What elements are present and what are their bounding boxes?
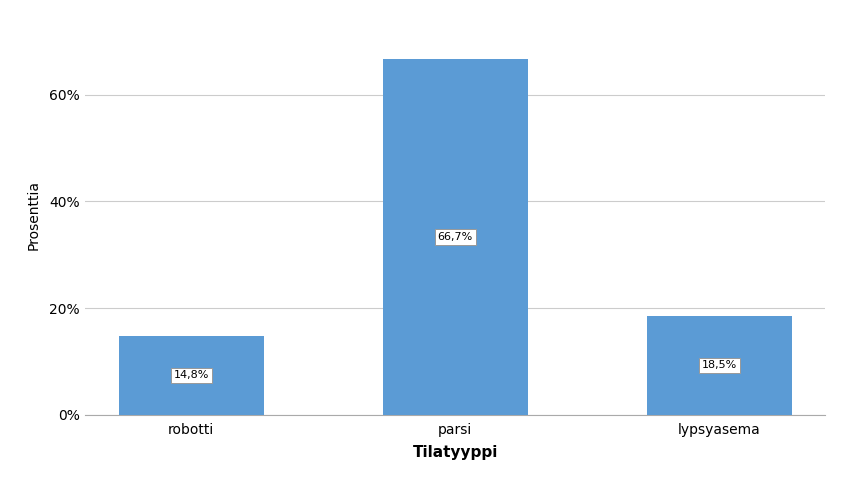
Bar bbox=[383, 59, 528, 415]
Text: 14,8%: 14,8% bbox=[174, 370, 209, 380]
Text: 66,7%: 66,7% bbox=[437, 232, 473, 242]
Text: 18,5%: 18,5% bbox=[701, 361, 737, 370]
Bar bbox=[647, 316, 791, 415]
Bar bbox=[119, 336, 264, 415]
Y-axis label: Prosenttia: Prosenttia bbox=[26, 180, 41, 250]
X-axis label: Tilatyyppi: Tilatyyppi bbox=[413, 446, 498, 461]
